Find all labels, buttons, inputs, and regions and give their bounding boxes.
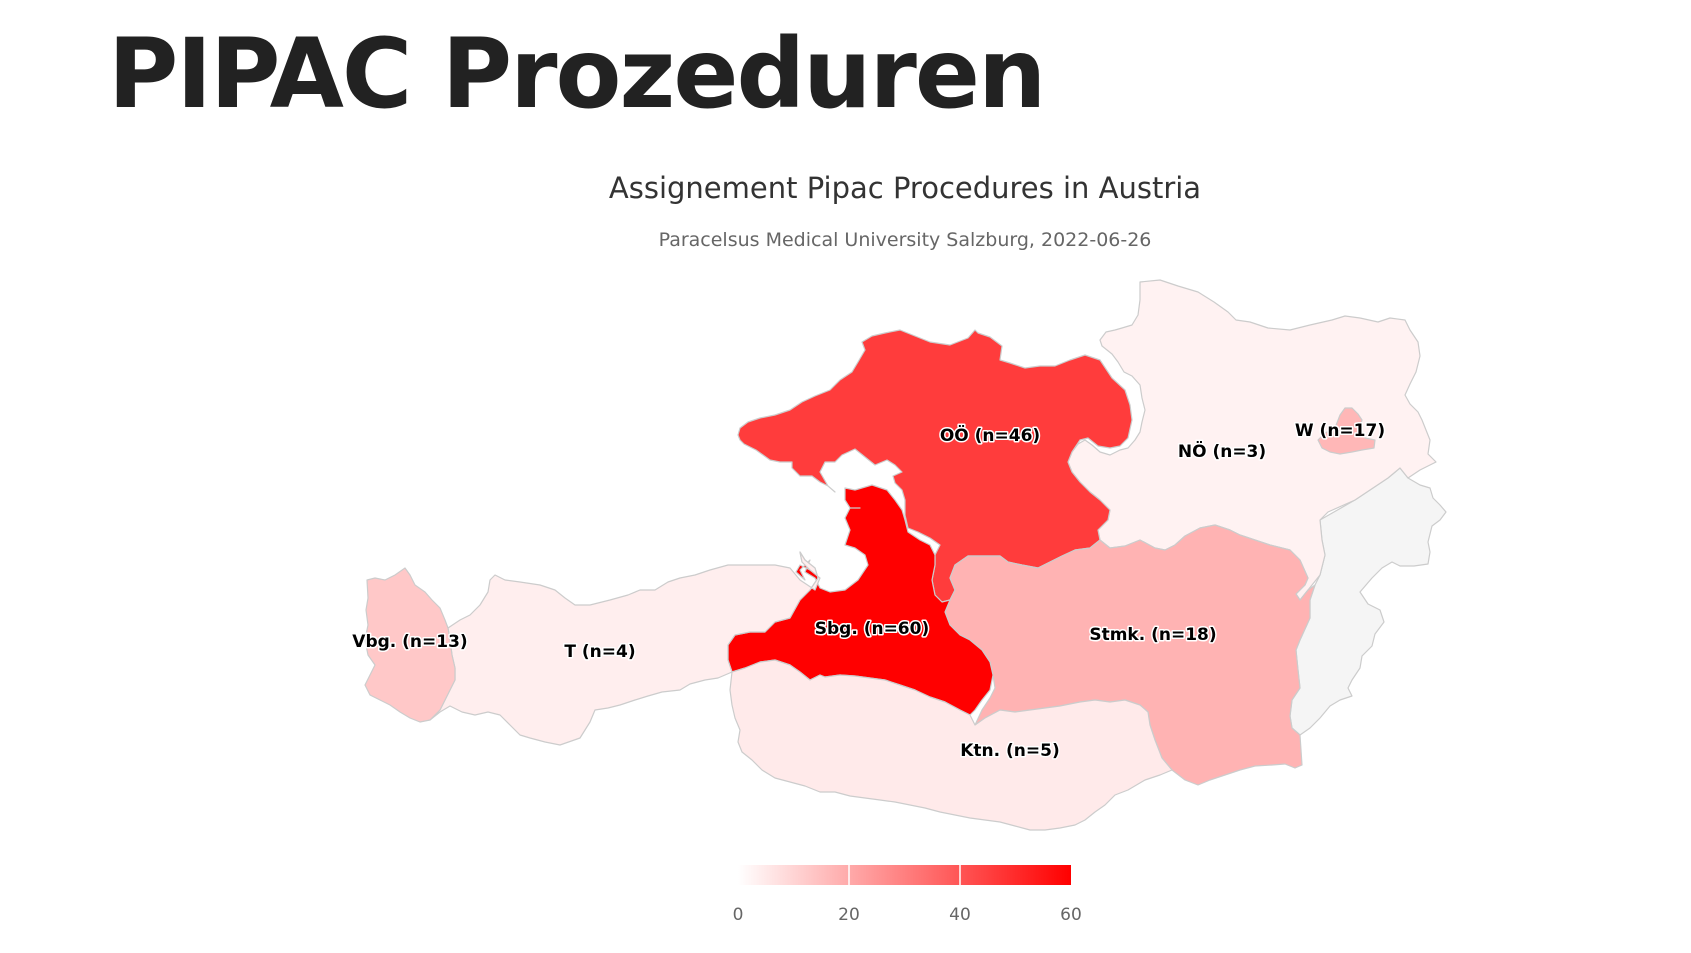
region-label-oberoesterreich: OÖ (n=46) bbox=[940, 424, 1040, 446]
map-labels: Vbg. (n=13) T (n=4) Sbg. (n=60) OÖ (n=46… bbox=[351, 420, 1387, 763]
region-steiermark[interactable] bbox=[944, 524, 1316, 786]
legend-tick-label: 60 bbox=[1060, 905, 1082, 925]
region-kaernten[interactable] bbox=[729, 659, 1173, 831]
page-title: PIPAC Prozeduren bbox=[108, 18, 1046, 130]
region-vorarlberg[interactable] bbox=[364, 567, 456, 723]
legend-tick-label: 0 bbox=[733, 905, 744, 925]
region-oberoesterreich[interactable] bbox=[737, 329, 1133, 603]
map-regions bbox=[364, 279, 1447, 831]
region-wien[interactable] bbox=[1317, 407, 1376, 455]
region-tirol[interactable] bbox=[429, 551, 821, 746]
region-label-kaernten: Ktn. (n=5) bbox=[960, 741, 1060, 761]
region-label-niederoesterreich: NÖ (n=3) bbox=[1178, 440, 1266, 462]
legend-tick-label: 40 bbox=[949, 905, 971, 925]
chart-subtitle: Paracelsus Medical University Salzburg, … bbox=[659, 229, 1152, 251]
chart-title: Assignement Pipac Procedures in Austria bbox=[609, 171, 1201, 205]
region-label-vorarlberg: Vbg. (n=13) bbox=[352, 632, 467, 652]
legend-ticks: 0 20 40 60 bbox=[733, 865, 1082, 925]
region-label-wien: W (n=17) bbox=[1295, 421, 1385, 441]
color-legend: 0 20 40 60 bbox=[733, 865, 1082, 925]
legend-tick-label: 20 bbox=[838, 905, 860, 925]
region-label-tirol: T (n=4) bbox=[564, 642, 635, 662]
region-label-steiermark: Stmk. (n=18) bbox=[1089, 625, 1216, 645]
legend-gradient-bar bbox=[738, 865, 1071, 885]
region-label-salzburg: Sbg. (n=60) bbox=[815, 619, 930, 639]
